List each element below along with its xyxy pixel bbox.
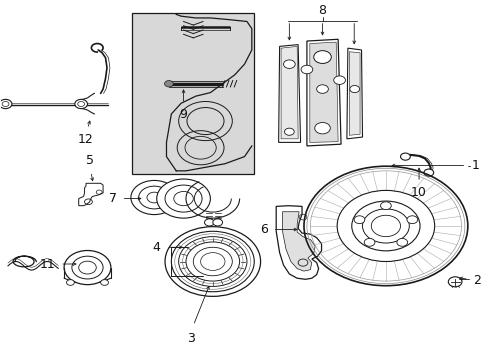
Circle shape [64,251,111,285]
Circle shape [447,277,461,287]
Text: 11: 11 [40,257,55,270]
Text: 8: 8 [318,4,326,17]
Text: 5: 5 [86,154,94,167]
Circle shape [164,81,173,87]
Text: 7: 7 [108,192,117,205]
Circle shape [283,60,295,68]
Circle shape [204,219,214,226]
Text: 12: 12 [78,133,94,146]
Polygon shape [306,39,340,146]
Circle shape [362,209,408,243]
Circle shape [349,86,359,93]
Circle shape [164,227,260,296]
Circle shape [157,179,210,218]
Polygon shape [346,48,362,139]
Text: 4: 4 [152,241,160,254]
Circle shape [212,219,222,226]
Circle shape [314,122,330,134]
Polygon shape [281,46,298,139]
Polygon shape [276,206,321,279]
Text: 3: 3 [186,332,194,345]
Circle shape [333,76,345,85]
Text: 1: 1 [470,159,478,172]
Circle shape [101,280,108,285]
Circle shape [423,169,433,176]
Bar [132,13,254,174]
Circle shape [284,128,294,135]
Circle shape [316,85,328,93]
Polygon shape [278,45,300,143]
Polygon shape [79,183,103,206]
Circle shape [66,280,74,285]
Circle shape [353,216,364,224]
Text: 10: 10 [410,186,426,199]
Circle shape [380,202,390,210]
Circle shape [400,153,409,160]
Circle shape [406,216,417,224]
Circle shape [396,238,407,246]
Text: 6: 6 [260,223,267,236]
Circle shape [313,51,330,63]
Circle shape [301,65,312,74]
Circle shape [131,180,177,215]
Text: 9: 9 [179,108,187,121]
Polygon shape [309,42,337,143]
Circle shape [75,99,87,109]
Circle shape [0,99,12,109]
Text: 2: 2 [472,274,480,287]
Polygon shape [282,212,315,271]
Circle shape [364,238,374,246]
Polygon shape [348,52,359,135]
